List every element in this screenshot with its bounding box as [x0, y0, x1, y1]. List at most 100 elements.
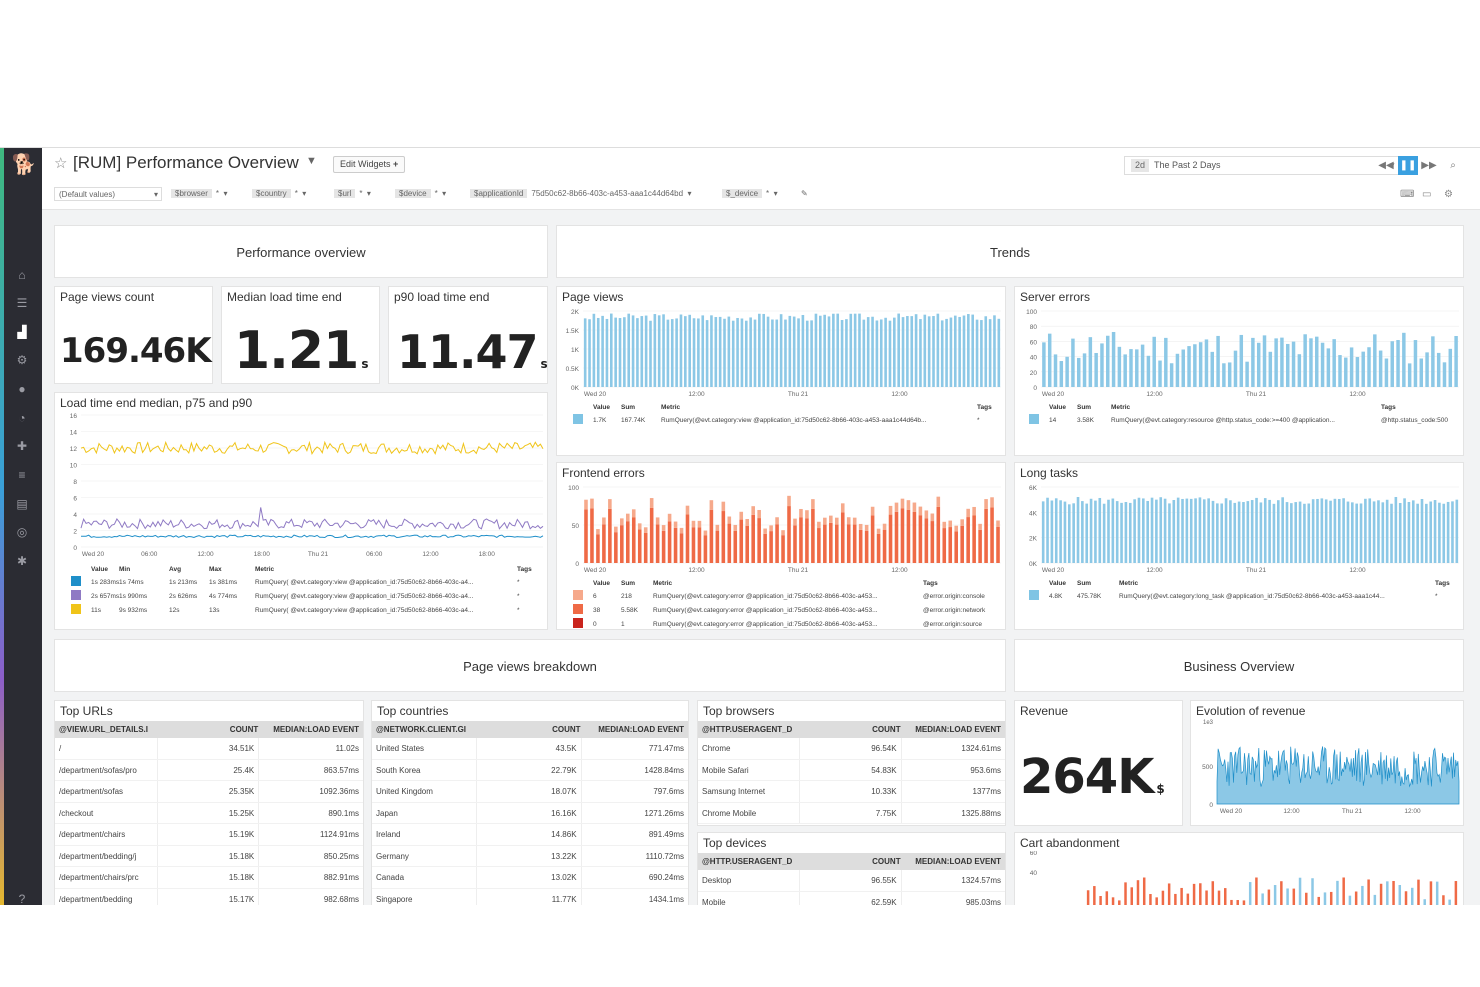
- median-load-time-widget[interactable]: Median load time end 1.21 s: [221, 286, 380, 384]
- bar: [1192, 883, 1196, 905]
- notebooks-icon[interactable]: ▤: [16, 497, 28, 511]
- x-tick-label: Wed 20: [1220, 808, 1243, 815]
- table-cell: /department/bedding/j: [59, 851, 137, 861]
- column-header[interactable]: @NETWORK.CLIENT.GI: [376, 725, 467, 734]
- legend-cell: RumQuery(@evt.category:error @applicatio…: [653, 621, 878, 628]
- favorite-star-icon[interactable]: ☆: [54, 155, 68, 172]
- long-tasks-widget[interactable]: Long tasks 6K 4K 2K 0K Wed 20 12:00 Thu 21 12:0…: [1014, 462, 1464, 630]
- column-header[interactable]: MEDIAN:LOAD EVENT: [915, 857, 1001, 866]
- bar: [1216, 503, 1219, 563]
- load-time-chart-widget[interactable]: Load time end median, p75 and p90 16 14 12…: [54, 392, 548, 630]
- table-row[interactable]: Japan 16.16K 1271.26ms: [372, 803, 688, 824]
- bar: [1250, 500, 1254, 563]
- monitors-icon[interactable]: ●: [18, 382, 26, 396]
- apm-icon[interactable]: ◔: [18, 411, 26, 425]
- x-tick-label: 12:00: [197, 551, 214, 558]
- table-row[interactable]: South Korea 22.79K 1428.84ms: [372, 760, 688, 781]
- table-row[interactable]: Chrome 96.54K 1324.61ms: [698, 738, 1005, 760]
- column-header[interactable]: @VIEW.URL_DETAILS.I: [59, 725, 148, 734]
- infrastructure-icon[interactable]: ⚙: [16, 353, 28, 367]
- legend-header: Metric: [255, 566, 275, 573]
- table-row[interactable]: /department/bedding 15.17K 982.68ms: [55, 889, 363, 906]
- table-row[interactable]: / 34.51K 11.02s: [55, 738, 363, 760]
- keyboard-icon[interactable]: ⌨: [1400, 189, 1415, 200]
- table-row[interactable]: Chrome Mobile 7.75K 1325.88ms: [698, 803, 1005, 824]
- bar: [1297, 354, 1302, 387]
- column-header[interactable]: COUNT: [552, 725, 581, 734]
- dashboard-icon[interactable]: ▟: [17, 325, 27, 339]
- url-variable[interactable]: $url * ▾: [334, 187, 371, 201]
- bar: [1198, 342, 1203, 387]
- page-views-widget[interactable]: Page views 2K 1.5K 1K 0.5K 0K Wed 20 12:00 Thu …: [556, 286, 1006, 456]
- application-id-variable[interactable]: $applicationId 75d50c62-8b66-403c-a453-aa…: [470, 187, 692, 201]
- browser-variable[interactable]: $browser * ▾: [171, 187, 228, 201]
- country-variable[interactable]: $country * ▾: [252, 187, 306, 201]
- frontend-errors-widget[interactable]: Frontend errors 100 50 0 Wed 20 12:00 Thu 21 1…: [556, 462, 1006, 630]
- list-icon[interactable]: ☰: [16, 296, 28, 310]
- table-row[interactable]: /department/chairs 15.19K 1124.91ms: [55, 824, 363, 846]
- table-row[interactable]: Desktop 96.55K 1324.57ms: [698, 870, 1005, 892]
- column-header[interactable]: @HTTP.USERAGENT_D: [702, 857, 793, 866]
- underscore-device-variable[interactable]: $_device * ▾: [722, 187, 778, 201]
- dog-logo-icon[interactable]: 🐕: [11, 154, 37, 176]
- column-header[interactable]: MEDIAN:LOAD EVENT: [915, 725, 1001, 734]
- table-row[interactable]: Singapore 11.77K 1434.1ms: [372, 889, 688, 906]
- table-cell: Germany: [376, 851, 409, 861]
- column-header[interactable]: @HTTP.USERAGENT_D: [702, 725, 793, 734]
- logs-icon[interactable]: ≡: [18, 468, 26, 482]
- edit-pencil-icon[interactable]: ✎: [801, 189, 808, 198]
- column-header[interactable]: MEDIAN:LOAD EVENT: [598, 725, 684, 734]
- synthetics-icon[interactable]: ◎: [16, 525, 28, 539]
- rewind-icon[interactable]: ◀◀: [1378, 160, 1394, 171]
- table-row[interactable]: Germany 13.22K 1110.72ms: [372, 846, 688, 867]
- table-row[interactable]: Mobile Safari 54.83K 953.6ms: [698, 760, 1005, 781]
- table-row[interactable]: /department/sofas 25.35K 1092.36ms: [55, 781, 363, 803]
- bar-stack: [894, 502, 899, 512]
- timeframe-selector[interactable]: 2d The Past 2 Days ▼: [1124, 156, 1402, 175]
- table-row[interactable]: /department/chairs/prc 15.18K 882.91ms: [55, 867, 363, 889]
- table-row[interactable]: Ireland 14.86K 891.49ms: [372, 824, 688, 846]
- table-row[interactable]: Samsung Internet 10.33K 1377ms: [698, 781, 1005, 803]
- edit-widgets-button[interactable]: Edit Widgets +: [333, 156, 406, 173]
- tv-mode-icon[interactable]: ▭: [1422, 189, 1432, 200]
- table-row[interactable]: United Kingdom 18.07K 797.6ms: [372, 781, 688, 803]
- title-chevron-down-icon[interactable]: ▼: [306, 155, 317, 167]
- security-icon[interactable]: ✱: [16, 554, 28, 568]
- column-header[interactable]: COUNT: [872, 725, 901, 734]
- column-header[interactable]: MEDIAN:LOAD EVENT: [273, 725, 359, 734]
- integrations-icon[interactable]: ✚: [16, 439, 28, 453]
- revenue-widget[interactable]: Revenue 264K $: [1014, 700, 1183, 826]
- search-icon[interactable]: ⌕: [1450, 160, 1456, 171]
- table-row[interactable]: /checkout 15.25K 890.1ms: [55, 803, 363, 824]
- p90-load-time-widget[interactable]: p90 load time end 11.47 s: [388, 286, 548, 384]
- forward-icon[interactable]: ▶▶: [1421, 160, 1437, 171]
- help-icon[interactable]: ?: [18, 892, 26, 905]
- page-views-count-widget[interactable]: Page views count 169.46K: [54, 286, 213, 384]
- table-row[interactable]: /department/bedding/j 15.18K 850.25ms: [55, 846, 363, 867]
- table-row[interactable]: Canada 13.02K 690.24ms: [372, 867, 688, 889]
- top-countries-widget[interactable]: Top countries @NETWORK.CLIENT.GI COUNT MED…: [371, 700, 689, 905]
- home-icon[interactable]: ⌂: [18, 268, 26, 282]
- top-devices-widget[interactable]: Top devices @HTTP.USERAGENT_D COUNT MEDIAN…: [697, 832, 1006, 905]
- column-header[interactable]: COUNT: [872, 857, 901, 866]
- settings-gear-icon[interactable]: ⚙: [1444, 189, 1453, 200]
- device-variable[interactable]: $device * ▾: [395, 187, 446, 201]
- default-values-select[interactable]: (Default values) ▾: [54, 187, 162, 201]
- server-errors-widget[interactable]: Server errors 100 80 60 40 20 0 Wed 20 12:00 Thu…: [1014, 286, 1464, 456]
- column-header[interactable]: COUNT: [229, 725, 259, 734]
- bar: [1128, 502, 1132, 563]
- bar-stack: [637, 523, 642, 530]
- x-tick-label: 12:00: [1349, 391, 1366, 398]
- revenue-evolution-widget[interactable]: Evolution of revenue 1e3 500 0 Wed 20 12:00 T…: [1190, 700, 1464, 826]
- top-browsers-widget[interactable]: Top browsers @HTTP.USERAGENT_D COUNT MEDIA…: [697, 700, 1006, 826]
- top-urls-widget[interactable]: Top URLs @VIEW.URL_DETAILS.I COUNT MEDIAN:…: [54, 700, 364, 905]
- y-tick-label: 40: [1030, 870, 1038, 877]
- cart-abandonment-widget[interactable]: Cart abandonment 60 40: [1014, 832, 1464, 905]
- pause-icon[interactable]: ❚❚: [1398, 156, 1418, 175]
- bar: [1261, 893, 1264, 905]
- table-row[interactable]: /department/sofas/pro 25.4K 863.57ms: [55, 760, 363, 781]
- legend-header: Sum: [1077, 404, 1091, 411]
- table-row[interactable]: Mobile 62.59K 985.03ms: [698, 892, 1005, 906]
- table-row[interactable]: United States 43.5K 771.47ms: [372, 738, 688, 760]
- bar-stack: [840, 503, 845, 513]
